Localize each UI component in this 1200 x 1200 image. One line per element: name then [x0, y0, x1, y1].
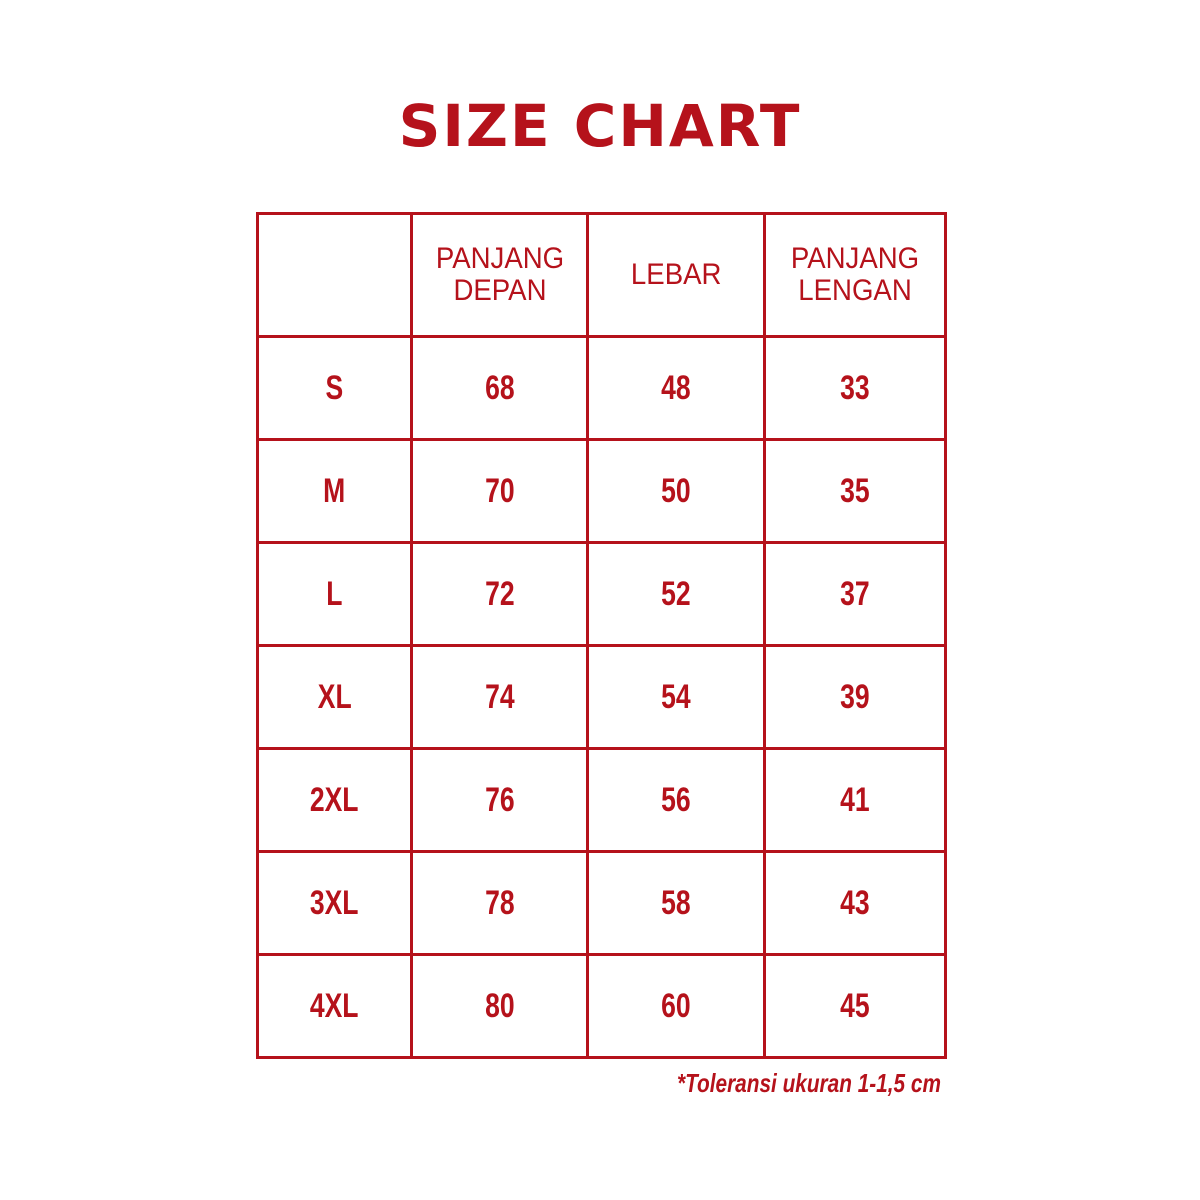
cell-text: 43	[840, 883, 870, 922]
size-label-cell: M	[256, 438, 413, 544]
header-cell-panjang-depan: PANJANG DEPAN	[410, 212, 589, 338]
measurement-cell: 70	[410, 438, 589, 544]
cell-text: 74	[484, 677, 515, 716]
cell-text: S	[325, 368, 344, 407]
cell-text: 2XL	[310, 780, 359, 819]
cell-text: 4XL	[310, 986, 359, 1025]
size-label-cell: L	[256, 541, 413, 647]
measurement-cell: 80	[410, 953, 589, 1059]
table-row: L 72 52 37	[256, 541, 947, 647]
measurement-cell: 33	[763, 335, 947, 441]
measurement-cell: 35	[763, 438, 947, 544]
measurement-cell: 52	[586, 541, 766, 647]
cell-text: 60	[661, 986, 691, 1025]
size-label-cell: 2XL	[256, 747, 413, 853]
measurement-cell: 50	[586, 438, 766, 544]
table-row: 4XL 80 60 45	[256, 953, 947, 1059]
size-label-cell: XL	[256, 644, 413, 750]
table-row: XL 74 54 39	[256, 644, 947, 750]
cell-text: M	[323, 471, 346, 510]
cell-text: 35	[840, 471, 870, 510]
measurement-cell: 37	[763, 541, 947, 647]
header-cell-lebar: LEBAR	[586, 212, 766, 338]
table-row: S 68 48 33	[256, 335, 947, 441]
measurement-cell: 60	[586, 953, 766, 1059]
size-label-cell: 4XL	[256, 953, 413, 1059]
cell-text: 68	[484, 368, 515, 407]
cell-text: 37	[840, 574, 870, 613]
cell-text: 72	[484, 574, 515, 613]
measurement-cell: 39	[763, 644, 947, 750]
cell-text: 3XL	[310, 883, 359, 922]
cell-text: 54	[661, 677, 691, 716]
measurement-cell: 58	[586, 850, 766, 956]
cell-text: L	[326, 574, 343, 613]
page-title: SIZE CHART	[398, 92, 802, 160]
size-label-cell: S	[256, 335, 413, 441]
cell-text: 45	[840, 986, 870, 1025]
cell-text: 39	[840, 677, 870, 716]
cell-text: 41	[840, 780, 870, 819]
measurement-cell: 43	[763, 850, 947, 956]
cell-text: XL	[317, 677, 352, 716]
measurement-cell: 72	[410, 541, 589, 647]
measurement-cell: 54	[586, 644, 766, 750]
measurement-cell: 45	[763, 953, 947, 1059]
cell-text: 58	[661, 883, 691, 922]
size-label-cell: 3XL	[256, 850, 413, 956]
measurement-cell: 56	[586, 747, 766, 853]
tolerance-footnote: *Toleransi ukuran 1-1,5 cm	[677, 1068, 941, 1098]
measurement-cell: 48	[586, 335, 766, 441]
measurement-cell: 41	[763, 747, 947, 853]
cell-text: 78	[484, 883, 515, 922]
measurement-cell: 74	[410, 644, 589, 750]
cell-text: 76	[484, 780, 515, 819]
header-row: PANJANG DEPAN LEBAR PANJANG LENGAN	[256, 212, 947, 338]
cell-text: 80	[484, 986, 515, 1025]
cell-text: 48	[661, 368, 691, 407]
table-row: 2XL 76 56 41	[256, 747, 947, 853]
table-row: M 70 50 35	[256, 438, 947, 544]
cell-text: 50	[661, 471, 691, 510]
cell-text: 33	[840, 368, 870, 407]
measurement-cell: 68	[410, 335, 589, 441]
header-cell-empty	[256, 212, 413, 338]
cell-text: 70	[484, 471, 515, 510]
header-cell-panjang-lengan: PANJANG LENGAN	[763, 212, 947, 338]
cell-text: 56	[661, 780, 691, 819]
cell-text: 52	[661, 574, 691, 613]
measurement-cell: 78	[410, 850, 589, 956]
size-table: PANJANG DEPAN LEBAR PANJANG LENGAN S 68 48…	[256, 212, 947, 1059]
table-row: 3XL 78 58 43	[256, 850, 947, 956]
measurement-cell: 76	[410, 747, 589, 853]
